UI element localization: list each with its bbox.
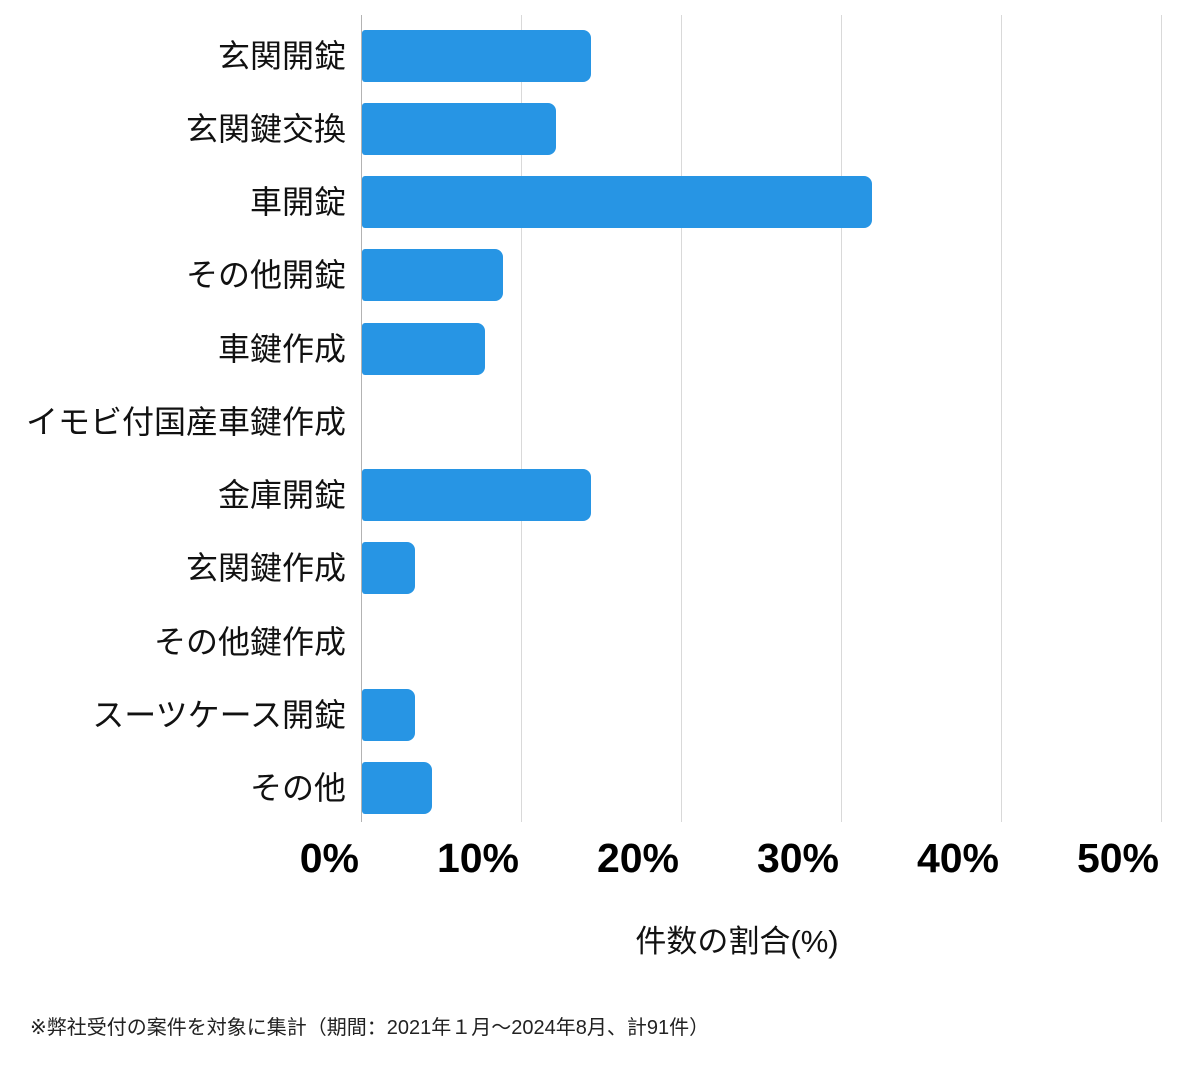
category-labels: 玄関開錠玄関鍵交換車開錠その他開錠車鍵作成イモビ付国産車鍵作成金庫開錠玄関鍵作成… [0, 19, 346, 825]
bar-row [362, 312, 1167, 385]
gridlines [361, 15, 1166, 822]
bar [362, 469, 591, 522]
bar-row [362, 605, 1167, 678]
x-tick-label: 10% [436, 835, 519, 881]
x-tick-label: 40% [916, 835, 999, 881]
category-label: 車開錠 [249, 184, 346, 221]
x-tick-label: 0% [299, 835, 359, 881]
bar [362, 102, 556, 155]
label-row: イモビ付国産車鍵作成 [0, 385, 346, 458]
category-label: 金庫開錠 [217, 477, 346, 514]
x-axis-title: 件数の割合(%) [635, 924, 839, 959]
y-axis-line [361, 15, 362, 822]
gridline [521, 15, 522, 822]
bar-row [362, 166, 1167, 239]
label-row: 玄関開錠 [0, 19, 346, 92]
x-tick-label: 50% [1076, 835, 1159, 881]
category-label: 玄関鍵交換 [185, 110, 346, 147]
bar-row [362, 532, 1167, 605]
category-label: その他 [249, 770, 346, 807]
category-label: 玄関鍵作成 [185, 550, 346, 587]
bar [362, 176, 873, 229]
gridline [841, 15, 842, 822]
bar [362, 29, 591, 82]
bar-row [362, 459, 1167, 532]
gridline [681, 15, 682, 822]
bar-row [362, 92, 1167, 165]
bar-row [362, 752, 1167, 825]
bar-row [362, 239, 1167, 312]
label-row: 車鍵作成 [0, 312, 346, 385]
label-row: スーツケース開錠 [0, 678, 346, 751]
bar-row [362, 678, 1167, 751]
bar [362, 249, 503, 302]
category-label: イモビ付国産車鍵作成 [25, 403, 346, 440]
bar-row [362, 19, 1167, 92]
x-tick-label: 20% [596, 835, 679, 881]
bar [362, 689, 415, 742]
bar-row [362, 385, 1167, 458]
category-label: 玄関開錠 [217, 37, 346, 74]
label-row: その他開錠 [0, 239, 346, 312]
label-row: 玄関鍵作成 [0, 532, 346, 605]
x-tick-label: 30% [756, 835, 839, 881]
x-axis-ticks: 0% 10% 20% 30% 40% 50% [0, 838, 1200, 886]
category-label: スーツケース開錠 [92, 697, 346, 734]
category-label: 車鍵作成 [217, 330, 346, 367]
label-row: その他鍵作成 [0, 605, 346, 678]
label-row: 金庫開錠 [0, 459, 346, 532]
bar [362, 542, 415, 595]
category-label: その他鍵作成 [153, 623, 346, 660]
label-row: 玄関鍵交換 [0, 92, 346, 165]
label-row: 車開錠 [0, 166, 346, 239]
bars [362, 19, 1167, 825]
category-label: その他開錠 [185, 257, 346, 294]
footnote: ※弊社受付の案件を対象に集計（期間：2021年１月～2024年8月、計91件） [30, 1017, 710, 1039]
gridline [1161, 15, 1162, 822]
gridline [1001, 15, 1002, 822]
bar [362, 762, 433, 815]
bar [362, 322, 486, 375]
label-row: その他 [0, 752, 346, 825]
